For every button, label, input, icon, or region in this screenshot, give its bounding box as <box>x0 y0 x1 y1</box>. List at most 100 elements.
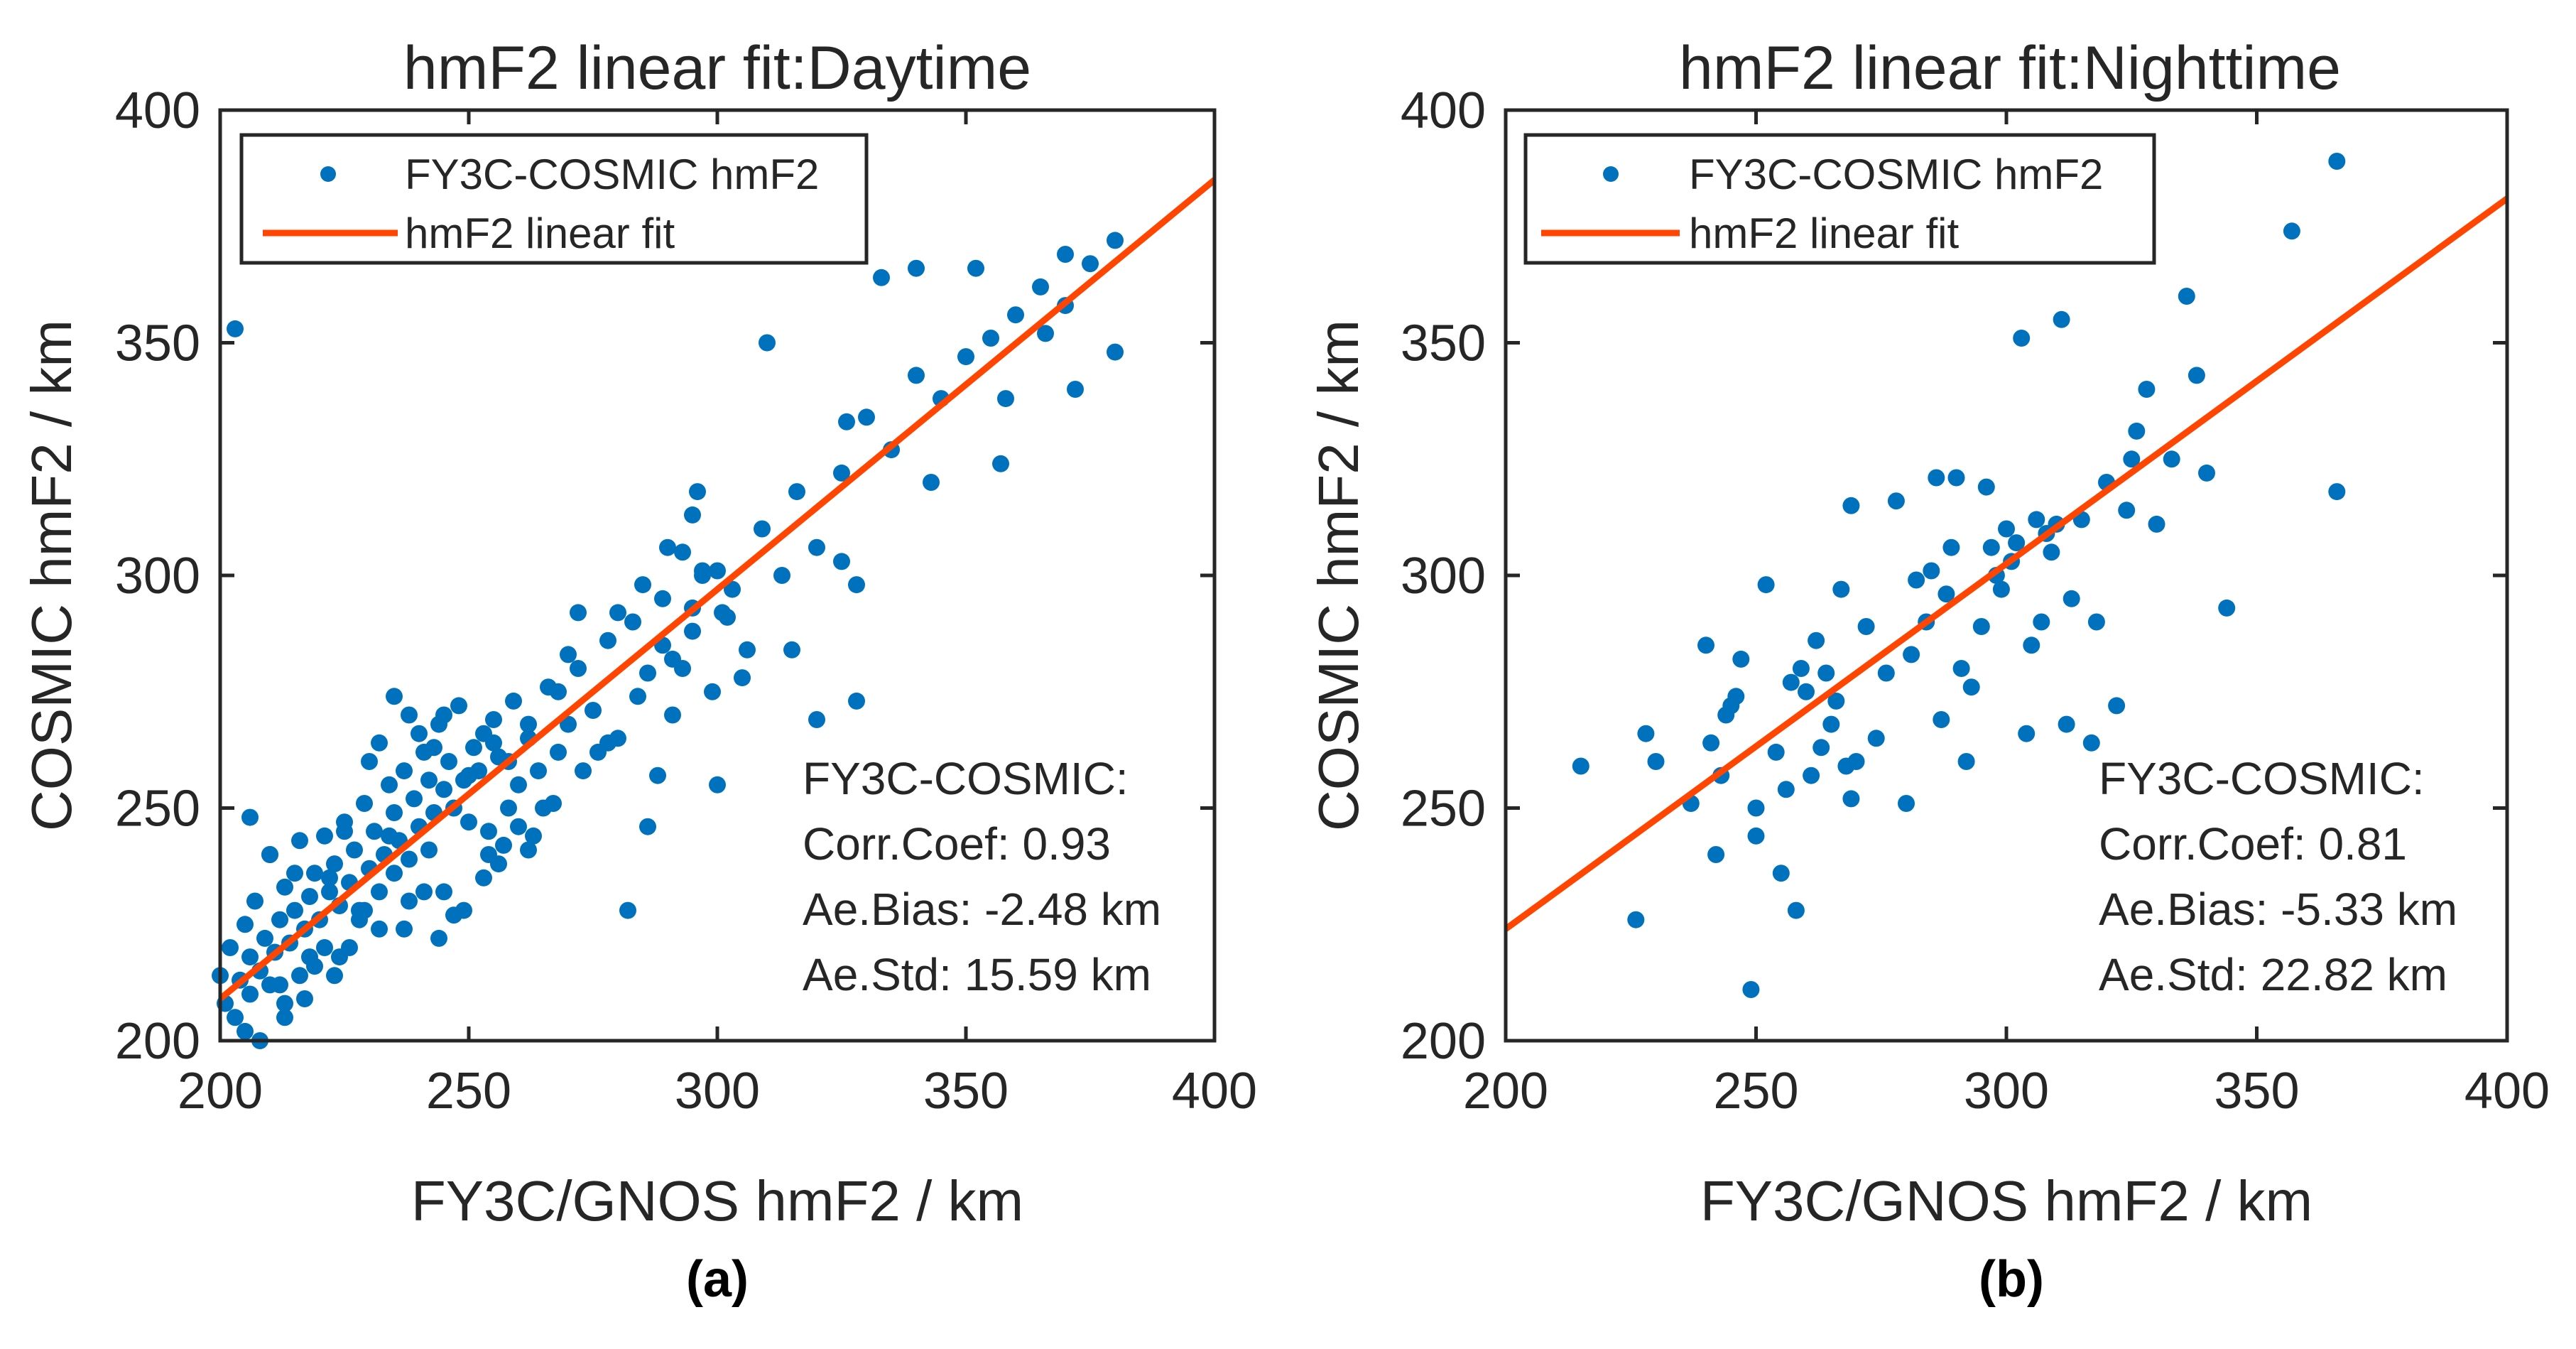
x-tick-label: 400 <box>1172 1063 1257 1120</box>
fit-line <box>218 177 1217 1002</box>
data-point <box>485 711 502 728</box>
data-point <box>530 762 547 780</box>
panel-label: (a) <box>686 1251 749 1308</box>
ticks-group: 200 250 300 350 400 200 250 300 350 400 <box>1401 82 2550 1120</box>
y-tick-label: 250 <box>115 781 200 838</box>
data-point <box>331 948 348 966</box>
y-tick-label: 350 <box>1401 315 1486 372</box>
chart-title: hmF2 linear fit:Daytime <box>403 34 1031 102</box>
data-point <box>1647 753 1665 770</box>
data-point <box>2188 367 2205 384</box>
data-point <box>599 734 616 752</box>
data-point <box>664 650 681 668</box>
y-axis-label: COSMIC hmF2 / km <box>1307 320 1370 831</box>
data-point <box>1982 538 2000 556</box>
data-point <box>1947 469 1965 487</box>
data-point <box>908 367 925 384</box>
data-point <box>435 883 452 901</box>
x-tick-label: 200 <box>178 1063 263 1120</box>
data-point <box>420 841 438 859</box>
data-point <box>808 538 825 556</box>
data-point <box>2218 599 2236 617</box>
data-point <box>848 692 865 710</box>
data-point <box>256 929 273 947</box>
x-tick-label: 300 <box>675 1063 760 1120</box>
data-point <box>957 348 974 366</box>
data-point <box>485 734 502 752</box>
legend-marker-icon <box>320 166 336 182</box>
data-point <box>674 543 691 561</box>
data-point <box>773 567 790 584</box>
data-point <box>689 483 706 501</box>
data-point <box>629 688 646 705</box>
data-point <box>639 664 656 682</box>
stats-annotation: FY3C-COSMIC: Corr.Coef: 0.81 Ae.Bias: -5… <box>2099 753 2457 1000</box>
data-point <box>1972 618 1990 635</box>
data-point <box>1007 306 1024 324</box>
y-tick-label: 200 <box>1401 1013 1486 1070</box>
data-point <box>1908 571 1925 589</box>
data-point <box>1727 688 1745 705</box>
data-point <box>2118 502 2136 519</box>
data-point <box>237 916 254 933</box>
data-point <box>992 455 1009 472</box>
data-point <box>858 408 875 426</box>
fit-line <box>1504 195 2509 932</box>
x-tick-label: 350 <box>2214 1063 2299 1120</box>
data-point <box>465 739 482 757</box>
data-point <box>783 641 800 659</box>
data-point <box>306 958 323 975</box>
data-point <box>415 883 433 901</box>
data-point <box>873 269 890 286</box>
data-point <box>276 1009 293 1026</box>
y-tick-label: 250 <box>1401 781 1486 838</box>
data-point <box>420 771 438 789</box>
data-point <box>1957 753 1975 770</box>
data-point <box>2178 288 2195 305</box>
data-point <box>291 967 308 985</box>
data-point <box>609 604 626 622</box>
legend-entry-fit: hmF2 linear fit <box>1689 210 1959 257</box>
data-point <box>411 725 428 742</box>
data-point <box>316 939 333 956</box>
data-point <box>734 669 751 687</box>
data-point <box>1877 664 1895 682</box>
data-point <box>1842 790 1860 808</box>
marks-group <box>212 177 1217 1049</box>
data-point <box>510 776 527 793</box>
legend: FY3C-COSMIC hmF2 hmF2 linear fit <box>1523 133 2156 265</box>
data-point <box>1107 232 1124 249</box>
data-point <box>1808 632 1825 649</box>
data-point <box>754 520 771 538</box>
data-point <box>2163 450 2180 468</box>
data-point <box>1067 381 1084 398</box>
stats-annotation: FY3C-COSMIC: Corr.Coef: 0.93 Ae.Bias: -2… <box>803 753 1161 1000</box>
data-point <box>694 562 711 580</box>
data-point <box>967 259 984 277</box>
legend-entry-fit: hmF2 linear fit <box>405 210 675 257</box>
stats-line-bias: Ae.Bias: -2.48 km <box>803 884 1161 935</box>
data-point <box>1992 580 2010 598</box>
data-point <box>520 715 537 733</box>
data-point <box>505 692 522 710</box>
data-point <box>1822 715 1840 733</box>
data-point <box>545 795 562 812</box>
data-point <box>1107 343 1124 361</box>
data-point <box>1572 757 1589 775</box>
data-point <box>1782 673 1800 691</box>
data-point <box>500 799 517 817</box>
data-point <box>1942 538 1960 556</box>
data-point <box>1842 497 1860 514</box>
legend: FY3C-COSMIC hmF2 hmF2 linear fit <box>239 133 869 265</box>
data-point <box>654 590 671 607</box>
data-point <box>1792 660 1810 677</box>
data-point <box>2328 153 2346 170</box>
legend-box <box>1523 133 2156 265</box>
data-point <box>624 613 641 631</box>
data-point <box>2123 450 2141 468</box>
y-tick-label: 400 <box>115 82 200 139</box>
x-tick-label: 200 <box>1463 1063 1548 1120</box>
chart-panel-daytime: hmF2 linear fit:Daytime 200 250 300 350 4002… <box>20 34 1257 1308</box>
stats-line-bias: Ae.Bias: -5.33 km <box>2099 884 2457 935</box>
